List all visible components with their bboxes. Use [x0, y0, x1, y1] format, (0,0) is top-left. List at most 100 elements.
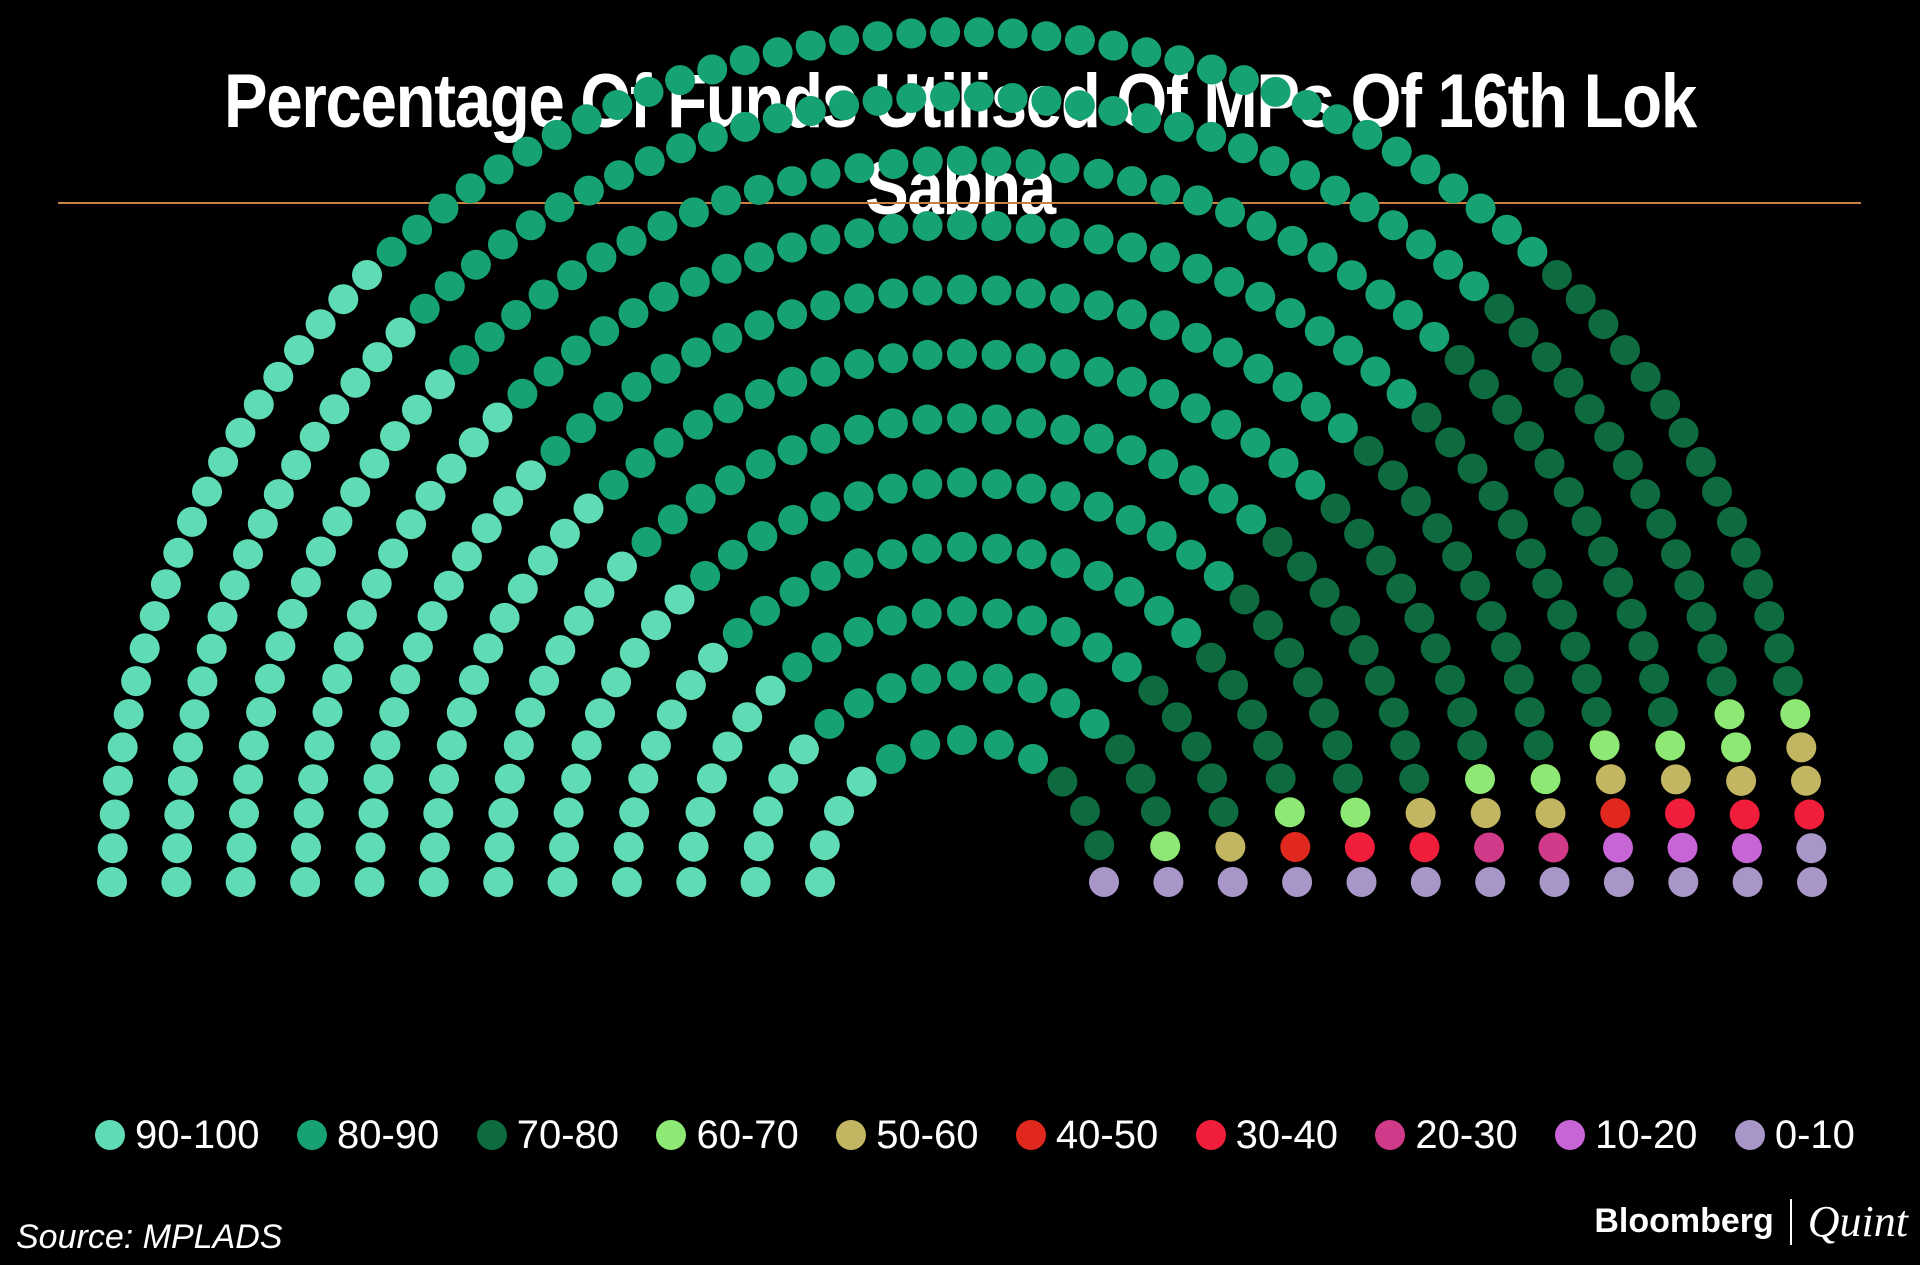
seat-70-80 [1161, 702, 1192, 733]
seat-90-100 [263, 361, 294, 392]
seat-80-90 [515, 210, 546, 241]
seat-90-100 [263, 479, 294, 510]
seat-80-90 [1146, 521, 1177, 552]
seat-90-100 [549, 518, 580, 549]
seat-80-90 [730, 111, 761, 142]
seat-90-100 [208, 446, 239, 477]
seat-80-90 [1148, 449, 1179, 480]
seat-70-80 [1125, 763, 1156, 794]
seat-70-80 [1484, 293, 1515, 324]
seat-80-90 [981, 211, 1012, 241]
seat-70-80 [1404, 602, 1435, 633]
seat-90-100 [233, 539, 263, 570]
seat-80-90 [843, 548, 874, 579]
seat-80-90 [1017, 673, 1048, 704]
seat-80-90 [1117, 232, 1147, 263]
seat-70-80 [1197, 763, 1228, 794]
seat-80-90 [997, 83, 1028, 113]
seat-60-70 [1530, 764, 1561, 795]
seat-80-90 [653, 427, 684, 458]
seat-80-90 [711, 253, 742, 284]
seat-90-100 [352, 260, 382, 290]
seat-90-100 [238, 730, 269, 761]
seat-80-90 [829, 25, 860, 56]
seat-70-80 [1138, 675, 1169, 706]
seat-80-90 [715, 465, 746, 496]
seat-80-90 [1215, 197, 1246, 228]
seat-80-90 [1050, 548, 1081, 579]
seat-80-90 [911, 663, 942, 694]
seat-80-90 [947, 145, 977, 176]
seat-80-90 [947, 660, 977, 691]
seat-80-90 [1381, 136, 1412, 167]
seat-70-80 [1070, 796, 1100, 826]
seat-70-80 [1420, 633, 1451, 664]
seat-80-90 [1291, 90, 1322, 120]
legend-item-20-30: 20-30 [1375, 1113, 1518, 1158]
seat-50-60 [1786, 732, 1817, 763]
seat-90-100 [493, 486, 524, 517]
seat-90-100 [696, 763, 727, 794]
seat-10-20 [1731, 833, 1762, 864]
seat-70-80 [1588, 309, 1619, 340]
seat-80-90 [1438, 173, 1469, 204]
seat-70-80 [1534, 448, 1565, 479]
seat-90-100 [277, 598, 308, 629]
seat-80-90 [604, 160, 634, 191]
seat-80-90 [911, 598, 942, 629]
seat-70-80 [1478, 480, 1509, 511]
seat-80-90 [483, 154, 514, 185]
seat-90-100 [361, 568, 392, 599]
seat-80-90 [1049, 153, 1080, 184]
seat-80-90 [665, 65, 696, 96]
seat-90-100 [362, 342, 393, 373]
seat-80-90 [1272, 371, 1303, 402]
seat-80-90 [1378, 210, 1409, 241]
seat-80-90 [896, 83, 927, 113]
seat-80-90 [782, 652, 813, 683]
seat-80-90 [1015, 213, 1046, 244]
seat-80-90 [829, 90, 860, 121]
seat-70-80 [1390, 730, 1421, 761]
seat-80-90 [589, 316, 620, 347]
legend-label: 90-100 [135, 1112, 260, 1157]
seat-80-90 [1064, 90, 1095, 121]
seat-80-90 [1176, 539, 1207, 570]
legend-swatch [1015, 1120, 1046, 1150]
seat-80-90 [762, 37, 793, 68]
seat-90-100 [503, 730, 534, 761]
seat-80-90 [1236, 504, 1267, 535]
seat-70-80 [1612, 450, 1643, 480]
seat-70-80 [1565, 284, 1596, 315]
seat-70-80 [1646, 508, 1677, 539]
seat-80-90 [402, 214, 433, 245]
seat-70-80 [1628, 631, 1659, 662]
seat-80-90 [910, 729, 941, 760]
legend-item-50-60: 50-60 [836, 1112, 979, 1158]
legend-label: 50-60 [876, 1112, 979, 1157]
brand-separator [1789, 1198, 1792, 1245]
seat-90-100 [113, 699, 144, 730]
seat-80-90 [982, 533, 1012, 564]
seat-90-100 [619, 797, 650, 828]
seat-80-90 [750, 595, 780, 626]
seat-80-90 [1015, 278, 1046, 309]
seat-90-100 [433, 570, 464, 601]
seat-70-80 [1610, 335, 1640, 366]
brand-logo: Bloomberg Quint [1594, 1196, 1908, 1247]
seat-70-80 [1320, 493, 1351, 524]
source-note: Source: MPLADS [16, 1218, 283, 1256]
seat-70-80 [1571, 664, 1602, 694]
legend-item-90-100: 90-100 [95, 1113, 260, 1158]
seat-80-90 [981, 339, 1012, 370]
seat-70-80 [1322, 730, 1353, 761]
seat-90-100 [150, 569, 181, 600]
seat-90-100 [824, 796, 854, 826]
seat-80-90 [1211, 409, 1242, 440]
seat-80-90 [843, 481, 874, 512]
seat-80-90 [1164, 45, 1195, 76]
seat-70-80 [1229, 584, 1260, 615]
seat-80-90 [1116, 299, 1147, 330]
seat-0-10 [1475, 867, 1506, 897]
seat-80-90 [947, 403, 977, 434]
